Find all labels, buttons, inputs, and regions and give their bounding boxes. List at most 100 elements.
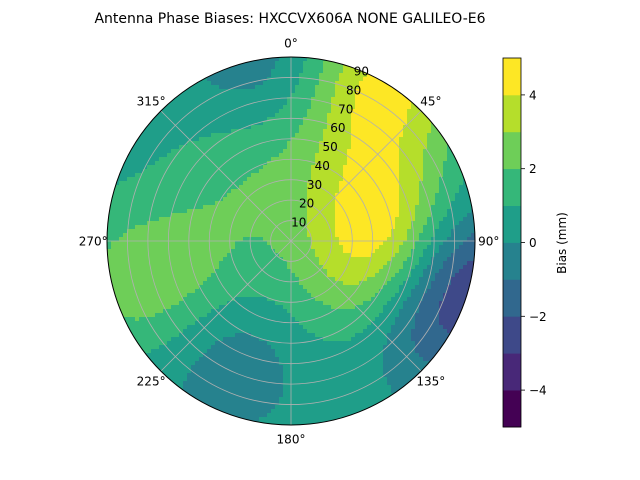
field-cell [203, 213, 208, 218]
field-cell [291, 169, 296, 174]
field-cell [227, 97, 232, 102]
field-cell [211, 209, 216, 214]
field-cell [219, 89, 224, 94]
field-cell [399, 133, 404, 138]
field-cell [235, 97, 240, 102]
field-cell [383, 273, 388, 278]
field-cell [135, 225, 140, 230]
field-cell [147, 249, 152, 254]
field-cell [319, 197, 324, 202]
field-cell [255, 69, 260, 74]
field-cell [271, 281, 276, 286]
field-cell [143, 145, 148, 150]
field-cell [359, 241, 364, 246]
field-cell [307, 141, 312, 146]
field-cell [135, 241, 140, 246]
field-cell [291, 109, 296, 114]
field-cell [363, 153, 368, 158]
field-cell [183, 281, 188, 286]
field-cell [287, 121, 292, 126]
field-cell [315, 137, 320, 142]
field-cell [395, 253, 400, 258]
field-cell [111, 197, 116, 202]
field-cell [435, 245, 440, 250]
field-cell [155, 213, 160, 218]
field-cell [291, 201, 296, 206]
field-cell [399, 113, 404, 118]
field-cell [403, 221, 408, 226]
field-cell [163, 165, 168, 170]
field-cell [123, 241, 128, 246]
field-cell [223, 245, 228, 250]
field-cell [339, 249, 344, 254]
field-cell [463, 261, 468, 266]
field-cell [431, 277, 436, 282]
field-cell [191, 101, 196, 106]
field-cell [299, 289, 304, 294]
field-cell [183, 113, 188, 118]
field-cell [395, 121, 400, 126]
field-cell [359, 289, 364, 294]
field-cell [123, 169, 128, 174]
field-cell [311, 81, 316, 86]
field-cell [247, 289, 252, 294]
field-cell [167, 209, 172, 214]
field-cell [371, 105, 376, 110]
field-cell [263, 253, 268, 258]
field-cell [395, 193, 400, 198]
field-cell [315, 273, 320, 278]
field-cell [147, 253, 152, 258]
field-cell [195, 277, 200, 282]
field-cell [183, 213, 188, 218]
field-cell [315, 285, 320, 290]
field-cell [391, 293, 396, 298]
field-cell [347, 93, 352, 98]
field-cell [319, 289, 324, 294]
field-cell [215, 169, 220, 174]
field-cell [407, 241, 412, 246]
field-cell [463, 225, 468, 230]
field-cell [351, 141, 356, 146]
field-cell [327, 281, 332, 286]
field-cell [123, 217, 128, 222]
field-cell [367, 237, 372, 242]
field-cell [311, 281, 316, 286]
field-cell [263, 141, 268, 146]
field-cell [239, 153, 244, 158]
field-cell [239, 245, 244, 250]
field-cell [359, 253, 364, 258]
field-cell [267, 153, 272, 158]
field-cell [339, 261, 344, 266]
field-cell [363, 133, 368, 138]
field-cell [159, 305, 164, 310]
field-cell [255, 189, 260, 194]
field-cell [311, 289, 316, 294]
field-cell [347, 85, 352, 90]
field-cell [211, 261, 216, 266]
field-cell [363, 197, 368, 202]
field-cell [427, 217, 432, 222]
field-cell [143, 245, 148, 250]
field-cell [371, 173, 376, 178]
field-cell [215, 297, 220, 302]
field-cell [283, 117, 288, 122]
field-cell [303, 121, 308, 126]
field-cell [179, 177, 184, 182]
field-cell [155, 157, 160, 162]
field-cell [223, 149, 228, 154]
field-cell [435, 201, 440, 206]
field-cell [283, 89, 288, 94]
field-cell [355, 109, 360, 114]
field-cell [279, 265, 284, 270]
field-cell [383, 97, 388, 102]
field-cell [251, 305, 256, 310]
field-cell [395, 137, 400, 142]
field-cell [327, 173, 332, 178]
field-cell [275, 301, 280, 306]
field-cell [439, 141, 444, 146]
field-cell [295, 261, 300, 266]
field-cell [387, 129, 392, 134]
field-cell [339, 277, 344, 282]
field-cell [175, 197, 180, 202]
field-cell [163, 205, 168, 210]
